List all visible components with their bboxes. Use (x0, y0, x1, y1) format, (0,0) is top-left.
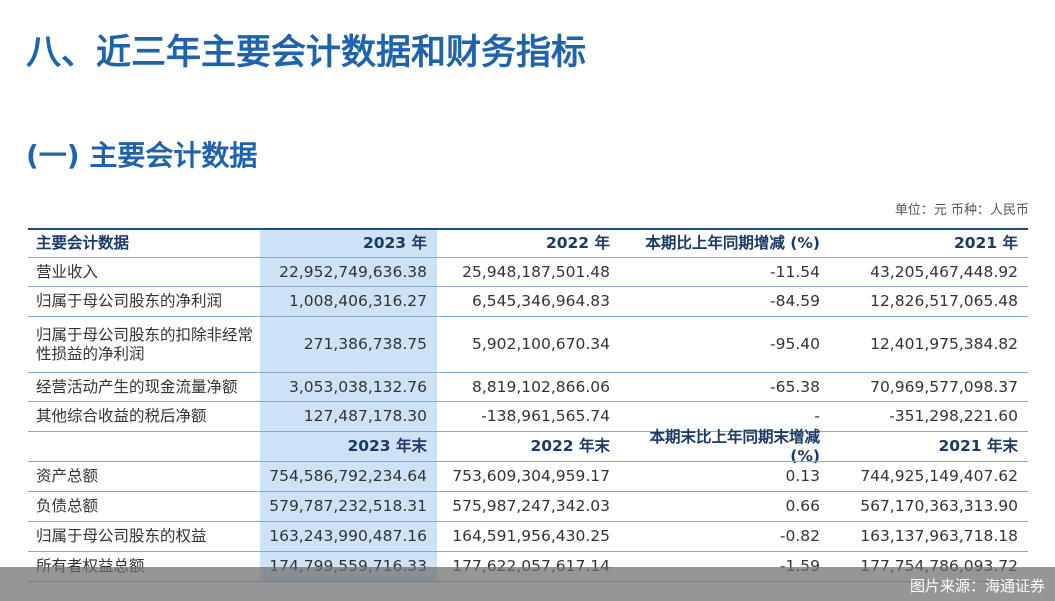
header-cell: 本期比上年同期增减 (%) (645, 233, 820, 252)
table-cell: -138,961,565.74 (481, 407, 610, 426)
table-cell: 163,137,963,718.18 (860, 527, 1018, 546)
title: 八、近三年主要会计数据和财务指标 (26, 33, 587, 73)
table-cell: 163,243,990,487.16 (269, 527, 427, 546)
footer-source: 图片来源：海通证券 (909, 577, 1045, 595)
unit-note: 单位：元 币种：人民币 (894, 203, 1029, 218)
row-divider (28, 316, 1028, 317)
table-cell: 8,819,102,866.06 (471, 377, 610, 396)
table-cell: 归属于母公司股东的净利润 (36, 292, 223, 311)
row-divider (28, 372, 1028, 373)
row-divider (28, 286, 1028, 287)
row-divider (28, 521, 1028, 522)
row-divider (28, 551, 1028, 552)
header-cell: 本期末比上年同期末增减(%) (649, 427, 820, 465)
table-cell: -84.59 (770, 292, 820, 311)
table-cell: -351,298,221.60 (889, 407, 1018, 426)
row-divider (28, 431, 1028, 432)
table-cell: 其他综合收益的税后净额 (36, 407, 207, 426)
row-divider (28, 401, 1028, 402)
table-cell: 43,205,467,448.92 (870, 262, 1018, 281)
table-cell: 3,053,038,132.76 (288, 377, 427, 396)
table-cell: -0.82 (779, 527, 820, 546)
table-cell: 744,925,149,407.62 (860, 467, 1018, 486)
table-cell: 归属于母公司股东的权益 (36, 527, 207, 546)
table-cell: 12,401,975,384.82 (870, 335, 1018, 354)
table-cell: 25,948,187,501.48 (462, 262, 610, 281)
table-cell: 753,609,304,959.17 (452, 467, 610, 486)
table-cell: 271,386,738.75 (303, 335, 427, 354)
table-cell: 164,591,956,430.25 (452, 527, 610, 546)
header-cell: 2023 年末 (347, 437, 427, 456)
table-cell: 12,826,517,065.48 (870, 292, 1018, 311)
header-cell: 2021 年末 (938, 437, 1018, 456)
table-cell: 1,008,406,316.27 (288, 292, 427, 311)
table-cell: 0.66 (785, 497, 820, 516)
table-cell: 22,952,749,636.38 (279, 262, 427, 281)
row-divider (28, 257, 1028, 258)
subtitle: (一) 主要会计数据 (26, 139, 258, 172)
highlight-column (260, 229, 437, 582)
table-cell: 负债总额 (36, 497, 99, 516)
table-cell: 754,586,792,234.64 (269, 467, 427, 486)
table-cell: -65.38 (770, 377, 820, 396)
footer-band (0, 567, 1055, 601)
row-divider (28, 491, 1028, 492)
table-cell: -95.40 (770, 335, 820, 354)
table-cell: 127,487,178.30 (303, 407, 427, 426)
table-cell: 0.13 (785, 467, 820, 486)
header-cell: 2021 年 (953, 233, 1018, 252)
table-cell: 营业收入 (36, 262, 99, 281)
table-cell: 经营活动产生的现金流量净额 (36, 377, 238, 396)
table-cell: - (814, 407, 820, 426)
table-cell: 资产总额 (36, 467, 99, 486)
table-cell: 归属于母公司股东的扣除非经常性损益的净利润 (36, 325, 254, 363)
table-top-border (28, 228, 1028, 230)
table-cell: -11.54 (770, 262, 820, 281)
table-cell: 579,787,232,518.31 (269, 497, 427, 516)
row-divider (28, 461, 1028, 462)
table-cell: 575,987,247,342.03 (452, 497, 610, 516)
table-cell: 70,969,577,098.37 (870, 377, 1018, 396)
header-cell: 2022 年 (545, 233, 610, 252)
header-cell: 2023 年 (362, 233, 427, 252)
table-cell: 567,170,363,313.90 (860, 497, 1018, 516)
table-cell: 6,545,346,964.83 (471, 292, 610, 311)
header-cell: 2022 年末 (530, 437, 610, 456)
header-cell: 主要会计数据 (36, 233, 130, 252)
table-cell: 5,902,100,670.34 (471, 335, 610, 354)
